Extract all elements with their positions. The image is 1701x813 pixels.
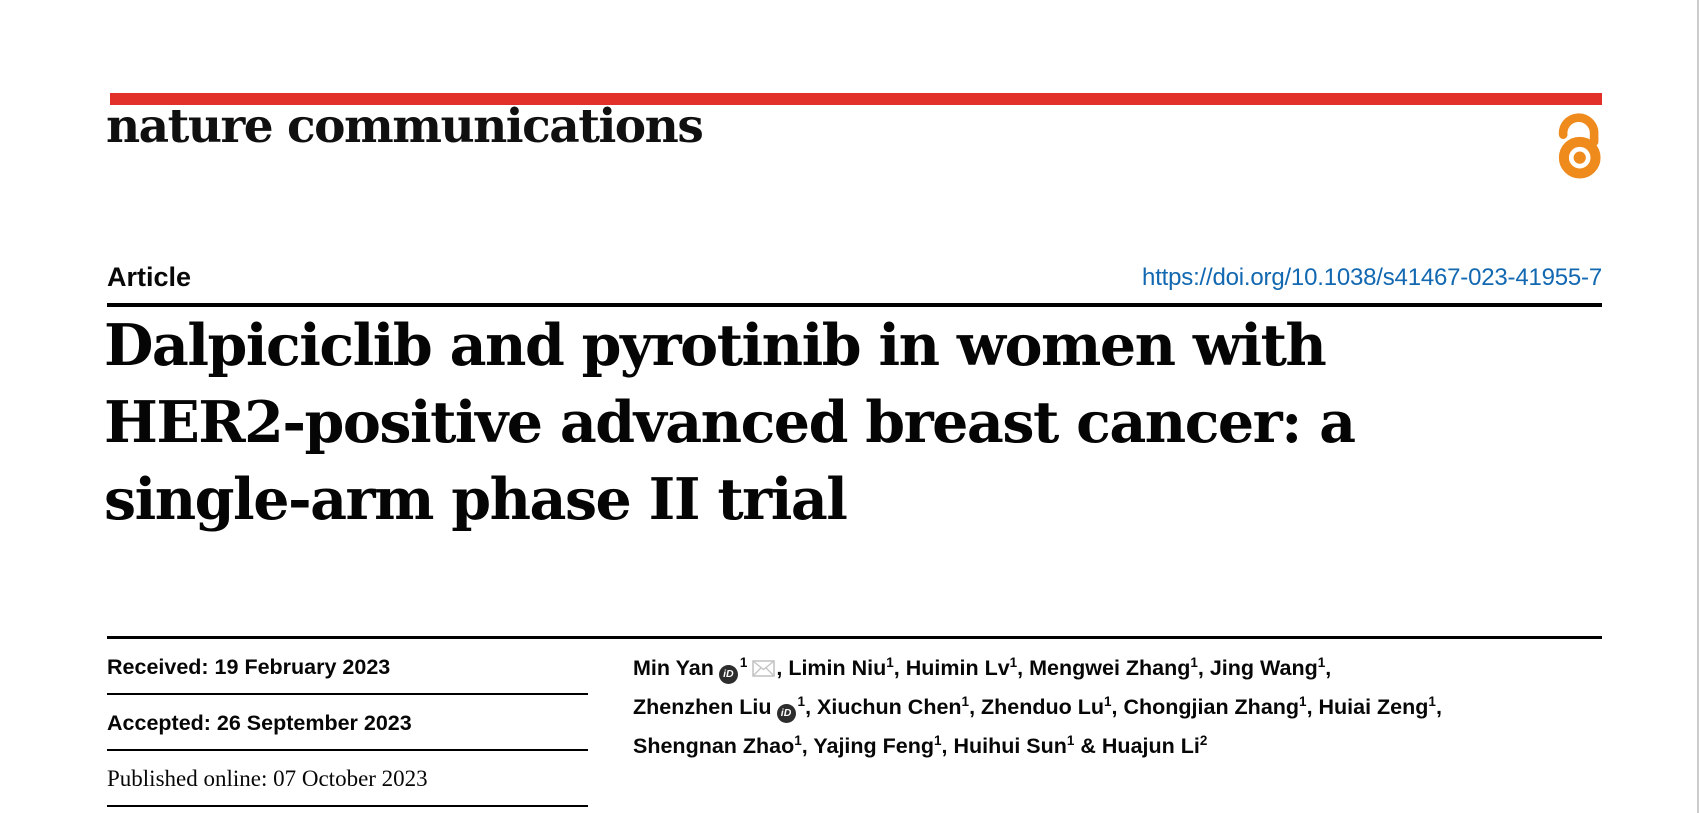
author-name: Yajing Feng bbox=[813, 734, 934, 759]
author-separator: , bbox=[1306, 695, 1319, 720]
author-name: Zhenduo Lu bbox=[981, 695, 1105, 720]
affiliation-superscript: 1 bbox=[1317, 655, 1326, 670]
affiliation-superscript: 1 bbox=[933, 733, 942, 749]
masthead-bar bbox=[110, 93, 1602, 105]
author-name: Xiuchun Chen bbox=[817, 695, 962, 720]
author-separator: , bbox=[1325, 656, 1332, 681]
journal-wordmark: nature communications bbox=[106, 99, 704, 154]
author-line: Min Yan iD1, Limin Niu1, Huimin Lv1, Meng… bbox=[633, 646, 1442, 685]
affiliation-superscript: 1 bbox=[961, 694, 970, 710]
page-edge-line bbox=[1697, 0, 1699, 813]
affiliation-superscript: 1 bbox=[1066, 733, 1075, 749]
author-name: Shengnan Zhao bbox=[633, 734, 795, 759]
affiliation-superscript: 1 bbox=[1009, 655, 1018, 670]
orcid-icon[interactable]: iD bbox=[718, 665, 738, 685]
article-title: Dalpiciclib and pyrotinib in women with H… bbox=[104, 307, 1504, 538]
author-name: Jing Wang bbox=[1209, 656, 1318, 681]
author-name: Min Yan bbox=[633, 656, 714, 681]
affiliation-superscript: 1 bbox=[1299, 694, 1307, 710]
author-name: Chongjian Zhang bbox=[1123, 695, 1300, 720]
author-name: Huihui Sun bbox=[953, 734, 1067, 759]
affiliation-superscript: 1 bbox=[1104, 694, 1112, 710]
envelope-icon[interactable] bbox=[752, 660, 776, 677]
orcid-icon[interactable]: iD bbox=[776, 704, 796, 724]
title-line: single-arm phase II trial bbox=[104, 466, 848, 533]
author-line: Shengnan Zhao1, Yajing Feng1, Huihui Sun… bbox=[633, 724, 1442, 763]
author-separator: , bbox=[969, 695, 982, 720]
author-name: Zhenzhen Liu bbox=[633, 695, 772, 720]
affiliation-superscript: 1 bbox=[797, 694, 806, 710]
affiliation-superscript: 1 bbox=[1428, 694, 1436, 710]
date-row: Published online: 07 October 2023 bbox=[107, 751, 588, 807]
date-row: Received: 19 February 2023 bbox=[107, 639, 588, 695]
dates-panel: Received: 19 February 2023 Accepted: 26 S… bbox=[107, 639, 588, 807]
open-access-icon bbox=[1558, 113, 1601, 179]
author-list: Min Yan iD1, Limin Niu1, Huimin Lv1, Meng… bbox=[633, 646, 1442, 763]
author-separator: , bbox=[941, 734, 954, 759]
author-name: Limin Niu bbox=[788, 656, 887, 681]
author-separator: , bbox=[1111, 695, 1124, 720]
author-separator: & bbox=[1074, 734, 1102, 759]
author-separator: , bbox=[1435, 695, 1442, 720]
title-line: HER2-positive advanced breast cancer: a bbox=[104, 389, 1356, 456]
header-divider-rule bbox=[107, 303, 1602, 307]
author-separator: , bbox=[805, 695, 818, 720]
affiliation-superscript: 2 bbox=[1199, 733, 1208, 749]
author-name: Mengwei Zhang bbox=[1029, 656, 1191, 681]
author-separator: , bbox=[801, 734, 814, 759]
author-line: Zhenzhen Liu iD1, Xiuchun Chen1, Zhenduo … bbox=[633, 685, 1442, 724]
affiliation-superscript: 1 bbox=[1190, 655, 1198, 670]
article-type-label: Article bbox=[107, 262, 192, 292]
author-separator: , bbox=[776, 656, 789, 681]
affiliation-superscript: 1 bbox=[794, 733, 802, 749]
affiliation-superscript: 1 bbox=[739, 655, 748, 670]
date-row: Accepted: 26 September 2023 bbox=[107, 695, 588, 751]
affiliation-superscript: 1 bbox=[886, 655, 894, 670]
doi-link[interactable]: https://doi.org/10.1038/s41467-023-41955… bbox=[1142, 264, 1602, 291]
author-name: Huiai Zeng bbox=[1318, 695, 1429, 720]
author-separator: , bbox=[1197, 656, 1210, 681]
title-line: Dalpiciclib and pyrotinib in women with bbox=[104, 312, 1327, 379]
author-separator: , bbox=[893, 656, 906, 681]
author-name: Huimin Lv bbox=[905, 656, 1010, 681]
author-separator: , bbox=[1017, 656, 1030, 681]
author-name: Huajun Li bbox=[1101, 734, 1200, 759]
title-divider-rule bbox=[107, 636, 1602, 639]
